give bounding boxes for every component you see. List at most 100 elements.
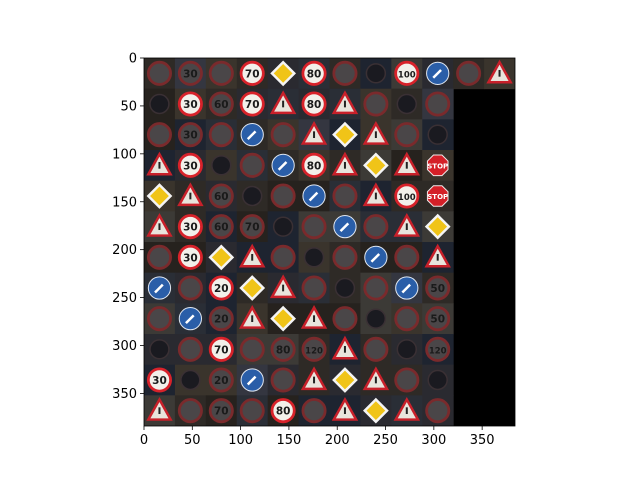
sign-tile xyxy=(298,364,330,396)
sign-label: 100 xyxy=(398,70,416,80)
sign-tile xyxy=(205,242,238,274)
sign-label: 20 xyxy=(214,314,229,326)
x-tick-label: 150 xyxy=(277,433,302,448)
sign-label: 30 xyxy=(183,68,198,80)
sign-tile xyxy=(144,58,176,90)
sign-tile xyxy=(360,150,392,182)
sign-label: 20 xyxy=(214,283,229,295)
sign-tile xyxy=(391,303,423,335)
sign-tile xyxy=(391,334,423,366)
sign-tile: 30 xyxy=(144,364,176,396)
y-tick-label: 50 xyxy=(120,99,137,114)
sign-tile xyxy=(360,119,392,151)
sign-label: 30 xyxy=(183,160,198,172)
sign-tile xyxy=(422,211,454,243)
sign-tile xyxy=(422,88,454,120)
sign-tile xyxy=(144,334,176,366)
sign-label: 60 xyxy=(214,191,229,203)
sign-tile xyxy=(144,303,176,335)
sign-tile xyxy=(236,364,269,396)
sign-tile: 50 xyxy=(422,303,454,335)
sign-tile xyxy=(422,119,454,151)
sign-tile: 30 xyxy=(174,242,207,274)
sign-label: 70 xyxy=(214,344,229,356)
sign-tile: 80 xyxy=(267,395,300,426)
sign-label: 70 xyxy=(245,68,260,80)
y-tick-label: 100 xyxy=(112,147,137,162)
sign-tile: 20 xyxy=(205,364,238,396)
y-axis: 0 50 100 150 200 250 300 350 xyxy=(112,52,144,402)
y-tick-label: 150 xyxy=(112,195,137,210)
sign-label: 80 xyxy=(307,68,322,80)
sign-tile xyxy=(329,242,361,274)
sign-tile xyxy=(329,303,361,335)
sign-tile: 60 xyxy=(205,88,238,120)
sign-tile xyxy=(391,242,423,274)
sign-tile xyxy=(267,242,300,274)
sign-tile xyxy=(360,272,392,304)
sign-tile xyxy=(329,364,361,396)
y-tick-label: 250 xyxy=(112,291,137,306)
sign-tile xyxy=(329,180,361,212)
sign-tile: 80 xyxy=(298,88,330,120)
sign-tile xyxy=(144,180,176,212)
sign-tile xyxy=(298,211,330,243)
sign-tile xyxy=(144,88,176,120)
sign-label: 20 xyxy=(214,375,229,387)
sign-label: 30 xyxy=(183,99,198,111)
sign-tile xyxy=(329,119,361,151)
sign-tile xyxy=(236,180,269,212)
sign-tile xyxy=(236,242,269,274)
sign-label: 50 xyxy=(430,314,445,326)
sign-tile xyxy=(391,395,423,426)
sign-tile: 120 xyxy=(298,334,330,366)
sign-tile xyxy=(298,119,330,151)
sign-tile xyxy=(174,364,207,396)
sign-label: 120 xyxy=(429,346,447,356)
sign-label: 30 xyxy=(183,252,198,264)
sign-tile xyxy=(298,242,330,274)
sign-tile xyxy=(144,242,176,274)
sign-tile xyxy=(205,58,238,90)
y-tick-label: 200 xyxy=(112,243,137,258)
sign-tile: 30 xyxy=(174,211,207,243)
x-axis: 0 50 100 150 200 250 300 350 xyxy=(140,426,495,448)
sign-tile xyxy=(484,58,515,90)
sign-tile xyxy=(267,364,300,396)
sign-tile: 70 xyxy=(236,88,269,120)
sign-label: 120 xyxy=(305,346,323,356)
sign-tile: 30 xyxy=(174,150,207,182)
sign-tile xyxy=(144,211,176,243)
sign-tile xyxy=(329,211,361,243)
sign-tile xyxy=(267,88,300,120)
sign-tile: STOP xyxy=(422,150,454,182)
sign-tile xyxy=(329,88,361,120)
x-tick-label: 300 xyxy=(421,433,446,448)
sign-tile: 50 xyxy=(422,272,454,304)
sign-label: 30 xyxy=(183,130,198,142)
sign-label: 30 xyxy=(152,375,167,387)
sign-tile xyxy=(205,150,238,182)
sign-label: 80 xyxy=(307,160,322,172)
axes-frame xyxy=(143,57,516,427)
sign-tile xyxy=(267,303,300,335)
sign-tile: 30 xyxy=(174,88,207,120)
sign-tile xyxy=(236,150,269,182)
x-tick-label: 100 xyxy=(228,433,253,448)
sign-tile xyxy=(174,334,207,366)
sign-tile xyxy=(360,88,392,120)
sign-tile xyxy=(174,395,207,426)
sign-tile xyxy=(174,272,207,304)
x-tick-label: 0 xyxy=(140,433,148,448)
sign-tile: 80 xyxy=(298,58,330,90)
sign-tile xyxy=(360,364,392,396)
sign-tile xyxy=(298,303,330,335)
sign-tile xyxy=(298,180,330,212)
sign-tile xyxy=(422,395,454,426)
sign-tile xyxy=(267,211,300,243)
sign-tile xyxy=(391,272,423,304)
sign-tile xyxy=(391,119,423,151)
sign-tile xyxy=(267,119,300,151)
sign-tile xyxy=(422,242,454,274)
sign-tile xyxy=(267,180,300,212)
